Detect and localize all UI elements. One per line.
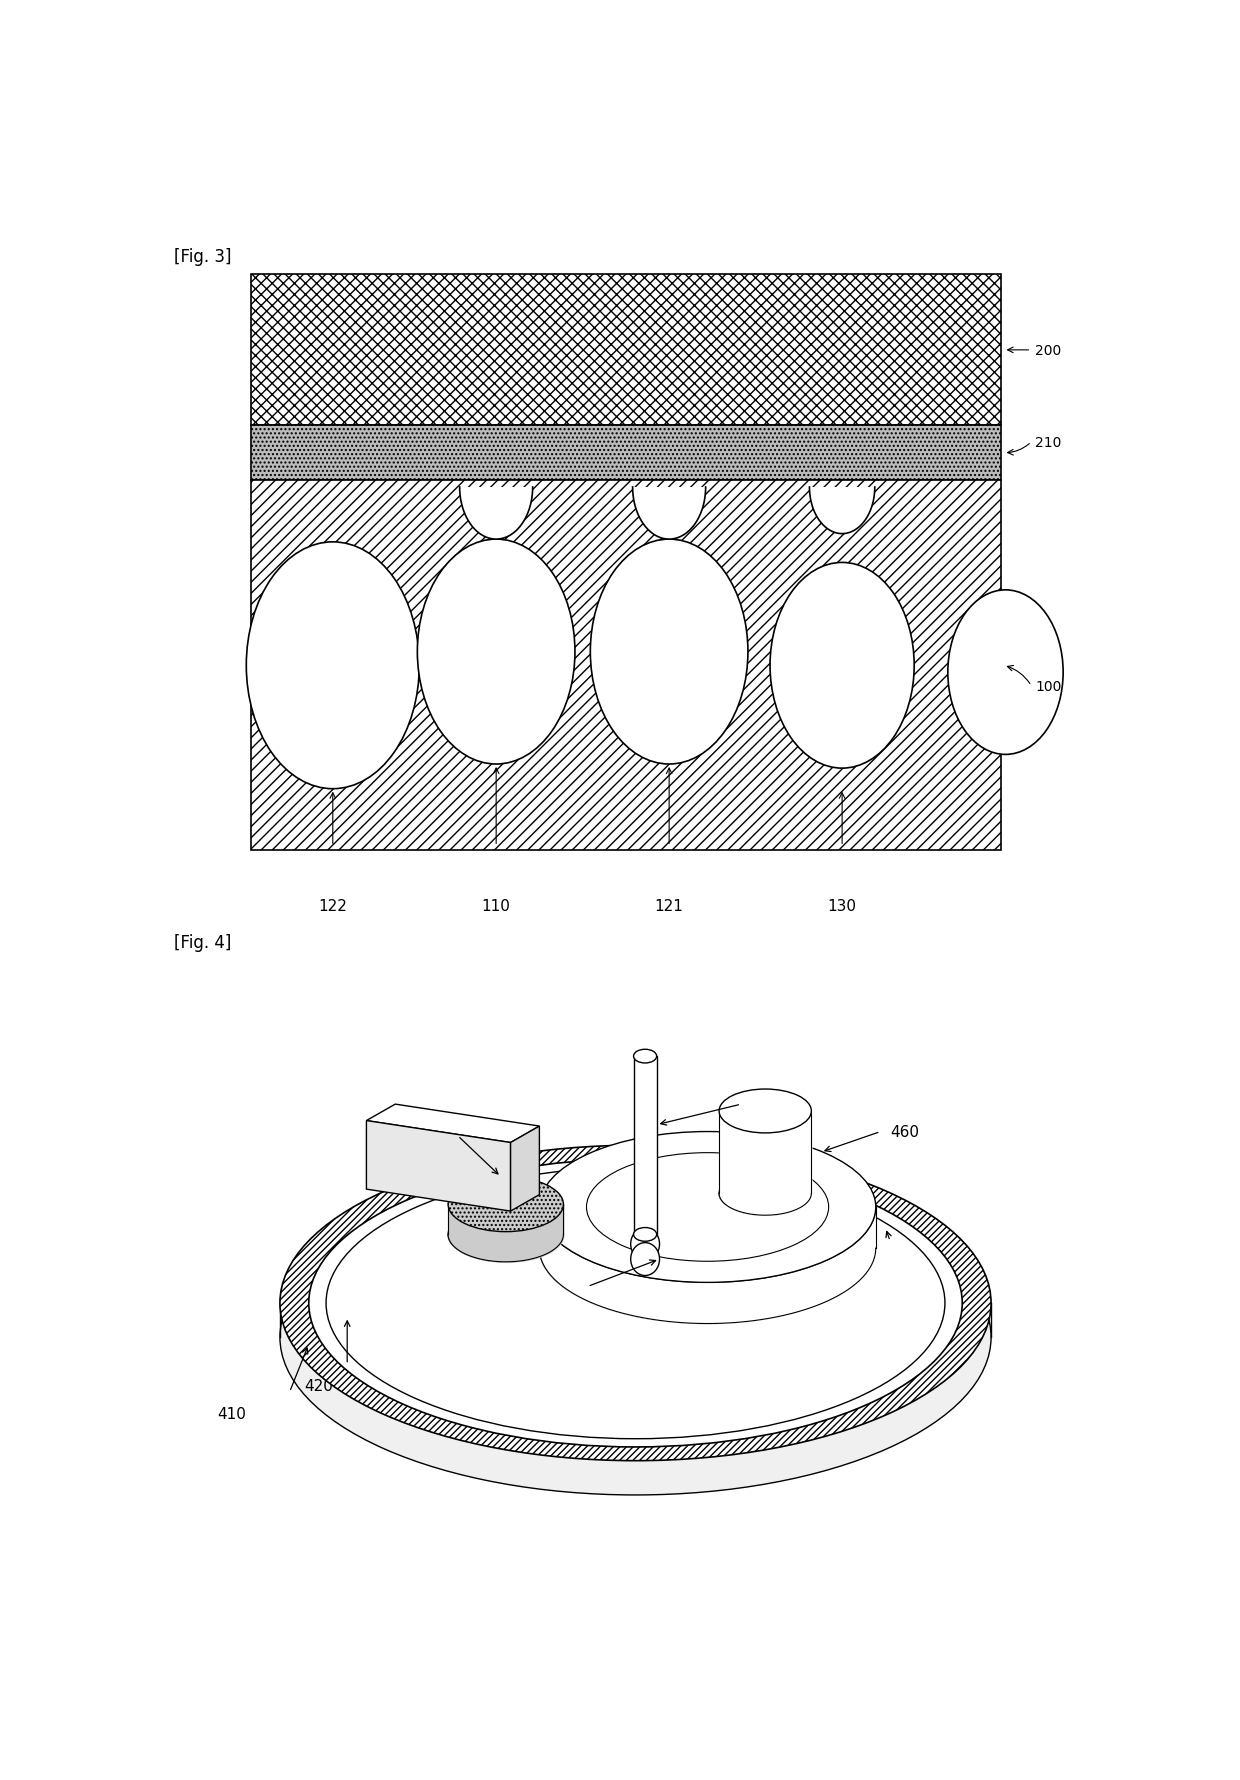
Text: [Fig. 3]: [Fig. 3] [174,247,232,265]
Text: 100: 100 [1035,680,1061,694]
Circle shape [590,539,748,765]
Bar [634,1057,657,1235]
Text: 110: 110 [481,899,511,913]
Ellipse shape [448,1177,563,1232]
Text: 121: 121 [655,899,683,913]
Ellipse shape [631,1228,660,1260]
Ellipse shape [634,1228,657,1242]
Polygon shape [460,488,533,539]
Polygon shape [810,488,874,534]
Ellipse shape [280,1180,991,1495]
Text: 420: 420 [304,1380,332,1394]
Circle shape [418,539,575,765]
Text: [Fig. 4]: [Fig. 4] [174,933,232,951]
Text: 440: 440 [751,1093,780,1107]
Polygon shape [632,488,706,539]
Ellipse shape [326,1168,945,1438]
Text: 410: 410 [217,1406,247,1420]
Circle shape [770,562,914,769]
Text: 210: 210 [1035,436,1061,450]
Polygon shape [367,1104,539,1143]
Text: 130: 130 [827,899,857,913]
Polygon shape [367,1121,511,1212]
Ellipse shape [719,1089,811,1134]
Bar [250,425,1001,481]
Bar [250,276,1001,425]
Ellipse shape [539,1173,875,1324]
Ellipse shape [280,1146,991,1461]
Text: 430: 430 [900,1234,929,1250]
Circle shape [247,543,419,789]
Bar [250,481,1001,851]
Text: 200: 200 [1035,344,1061,358]
Ellipse shape [309,1159,962,1447]
Text: 460: 460 [890,1125,919,1139]
Text: 470: 470 [381,1129,409,1143]
Ellipse shape [448,1207,563,1262]
Ellipse shape [539,1132,875,1283]
Ellipse shape [634,1050,657,1063]
Ellipse shape [587,1153,828,1262]
Text: 450: 450 [521,1280,549,1294]
Circle shape [947,591,1063,755]
Ellipse shape [719,1171,811,1216]
Polygon shape [511,1127,539,1212]
Ellipse shape [631,1242,660,1276]
Text: 122: 122 [319,899,347,913]
